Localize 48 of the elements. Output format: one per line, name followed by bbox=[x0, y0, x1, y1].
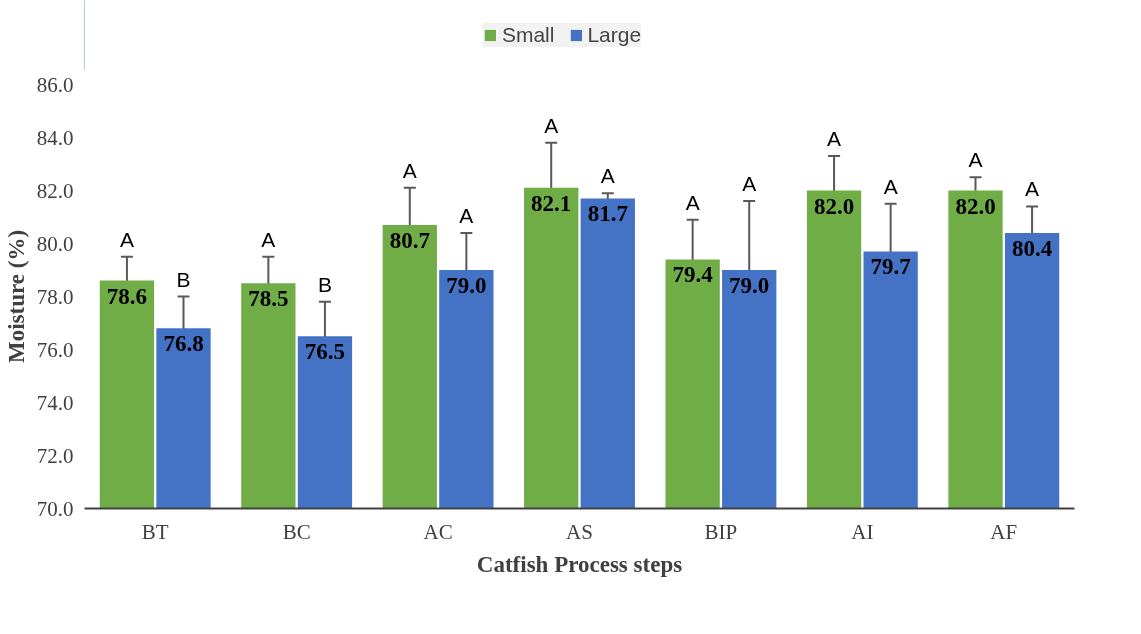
x-tick-label: AC bbox=[423, 519, 453, 544]
y-tick-label: 80.0 bbox=[36, 231, 74, 256]
annotation: A bbox=[600, 164, 615, 188]
data-label: 80.7 bbox=[389, 227, 430, 253]
annotation: A bbox=[119, 227, 134, 251]
annotation: B bbox=[317, 272, 332, 296]
x-tick-label: AS bbox=[566, 519, 593, 544]
annotation: A bbox=[883, 174, 898, 198]
data-label: 81.7 bbox=[587, 201, 628, 227]
annotation: A bbox=[544, 113, 559, 137]
x-tick-label: AI bbox=[851, 519, 874, 544]
annotation: A bbox=[261, 227, 276, 251]
annotation: A bbox=[968, 148, 983, 172]
x-tick-label: BT bbox=[141, 519, 169, 544]
data-label: 79.0 bbox=[729, 273, 770, 298]
data-label: 82.0 bbox=[955, 193, 996, 219]
y-tick-label: 86.0 bbox=[36, 72, 74, 97]
annotation: A bbox=[742, 172, 757, 196]
x-tick-label: BIP bbox=[704, 519, 738, 544]
annotation: B bbox=[176, 267, 191, 291]
data-label: 79.0 bbox=[446, 273, 487, 298]
y-tick-label: 70.0 bbox=[36, 496, 74, 521]
annotation: A bbox=[685, 190, 700, 214]
annotation: A bbox=[1025, 177, 1040, 201]
y-tick-label: 72.0 bbox=[36, 443, 74, 468]
x-tick-label: AF bbox=[990, 519, 1018, 544]
annotation: A bbox=[402, 158, 417, 182]
y-axis-title: Moisture (%) bbox=[3, 229, 29, 364]
data-label: 78.6 bbox=[106, 283, 148, 309]
y-tick-label: 84.0 bbox=[36, 125, 74, 150]
annotation: A bbox=[827, 127, 842, 151]
y-tick-label: 78.0 bbox=[36, 284, 74, 309]
y-tick-label: 74.0 bbox=[36, 390, 74, 415]
data-label: 79.4 bbox=[672, 262, 714, 288]
data-label: 76.8 bbox=[163, 331, 204, 357]
legend-label: Small bbox=[501, 23, 555, 47]
data-label: 80.4 bbox=[1011, 235, 1053, 261]
data-label: 78.5 bbox=[248, 286, 289, 312]
legend-label: Large bbox=[587, 23, 642, 47]
annotation: A bbox=[459, 203, 474, 227]
data-label: 76.5 bbox=[304, 339, 346, 365]
data-label: 79.7 bbox=[870, 254, 911, 280]
data-label: 82.1 bbox=[531, 190, 572, 216]
x-axis-title: Catfish Process steps bbox=[476, 551, 683, 577]
y-tick-label: 82.0 bbox=[36, 178, 74, 203]
y-tick-label: 76.0 bbox=[36, 337, 74, 362]
data-label: 82.0 bbox=[813, 193, 855, 219]
x-tick-label: BC bbox=[282, 519, 311, 544]
